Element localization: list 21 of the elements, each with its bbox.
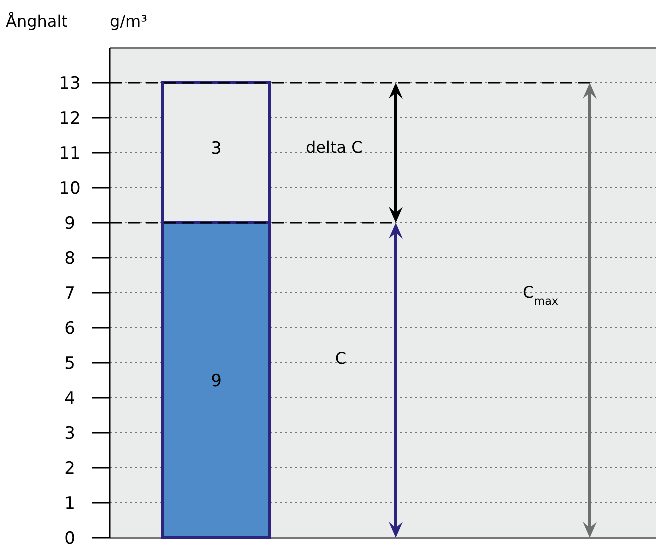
annotation: C$_{max}$ xyxy=(523,283,559,308)
y-tick-label: 8 xyxy=(64,249,76,269)
y-tick-label: 0 xyxy=(64,529,76,549)
y-tick-label: 4 xyxy=(64,389,76,409)
y-tick-label: 2 xyxy=(64,459,76,479)
y-tick-label: 3 xyxy=(64,424,76,444)
data-label: 9 xyxy=(211,372,222,392)
y-tick-label: 10 xyxy=(59,179,81,199)
y-tick-label: 7 xyxy=(64,284,76,304)
annotation: 3 xyxy=(211,139,222,159)
y-tick-label: 9 xyxy=(64,214,76,234)
y-tick-label: 12 xyxy=(59,109,81,129)
y-tick-label: 1 xyxy=(64,494,76,514)
y-tick-label: 6 xyxy=(64,319,76,339)
y-axis-title: Ånghalt xyxy=(6,12,68,31)
annotation: delta C xyxy=(306,138,363,157)
y-tick-label: 13 xyxy=(59,74,81,94)
text: g/m³ xyxy=(110,12,148,31)
y-tick-label: 11 xyxy=(59,144,81,164)
annotation: C xyxy=(335,349,347,368)
y-tick-label: 5 xyxy=(64,354,76,374)
